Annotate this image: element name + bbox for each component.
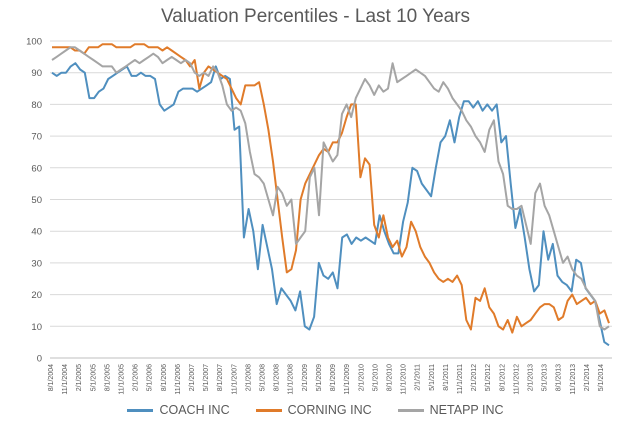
x-tick-label-26: 2/1/2011 xyxy=(415,364,422,391)
y-tick-label-90: 90 xyxy=(31,68,42,79)
x-tick-label-17: 11/1/2008 xyxy=(288,364,295,395)
y-tick-label-60: 60 xyxy=(31,163,42,174)
legend-label-netapp: NETAPP INC xyxy=(429,403,504,417)
y-tick-label-30: 30 xyxy=(31,258,42,269)
x-tick-label-14: 2/1/2008 xyxy=(245,364,252,391)
y-tick-label-50: 50 xyxy=(31,195,42,206)
x-tick-label-24: 8/1/2010 xyxy=(386,364,393,391)
x-tick-label-5: 11/1/2005 xyxy=(119,364,126,395)
x-tick-label-16: 8/1/2008 xyxy=(274,364,281,391)
x-tick-label-18: 2/1/2009 xyxy=(302,364,309,391)
x-tick-label-35: 5/1/2013 xyxy=(542,364,549,391)
y-tick-label-20: 20 xyxy=(31,290,42,301)
legend: COACH INC CORNING INC NETAPP INC xyxy=(0,403,631,417)
series-lines xyxy=(51,43,610,347)
gridlines xyxy=(50,40,612,359)
x-tick-label-19: 5/1/2009 xyxy=(316,364,323,391)
x-tick-label-33: 11/1/2012 xyxy=(513,364,520,395)
x-tick-label-20: 8/1/2009 xyxy=(330,364,337,391)
x-tick-label-0: 8/1/2004 xyxy=(48,364,55,391)
y-tick-label-40: 40 xyxy=(31,227,42,238)
y-tick-label-0: 0 xyxy=(37,354,42,365)
x-tick-label-10: 2/1/2007 xyxy=(189,364,196,391)
series-line-netapp-inc xyxy=(51,46,610,331)
y-tick-label-10: 10 xyxy=(31,322,42,333)
series-line-coach-inc xyxy=(51,62,610,347)
x-tick-label-25: 11/1/2010 xyxy=(401,364,408,395)
x-tick-label-36: 8/1/2013 xyxy=(556,364,563,391)
x-tick-label-2: 2/1/2005 xyxy=(76,364,83,391)
x-tick-label-29: 11/1/2011 xyxy=(457,364,464,394)
x-tick-label-1: 11/1/2004 xyxy=(62,364,69,395)
x-tick-label-15: 5/1/2008 xyxy=(260,364,267,391)
x-tick-label-37: 11/1/2013 xyxy=(570,364,577,395)
x-tick-label-32: 8/1/2012 xyxy=(499,364,506,391)
legend-swatch-corning xyxy=(255,408,282,412)
x-tick-label-6: 2/1/2006 xyxy=(133,364,140,391)
x-tick-label-39: 5/1/2014 xyxy=(598,364,605,391)
x-tick-label-34: 2/1/2013 xyxy=(527,364,534,391)
legend-item-coach: COACH INC xyxy=(127,403,230,417)
x-tick-label-21: 11/1/2009 xyxy=(344,364,351,395)
series-line-corning-inc xyxy=(52,43,610,334)
x-tick-label-13: 11/1/2007 xyxy=(231,364,238,395)
x-tick-label-23: 5/1/2010 xyxy=(372,364,379,391)
legend-item-corning: CORNING INC xyxy=(255,403,372,417)
x-tick-label-12: 8/1/2007 xyxy=(217,364,224,391)
legend-swatch-netapp xyxy=(397,408,424,412)
x-tick-label-11: 5/1/2007 xyxy=(203,364,210,391)
x-tick-label-4: 8/1/2005 xyxy=(104,364,111,391)
legend-label-coach: COACH INC xyxy=(159,403,230,417)
chart-title: Valuation Percentiles - Last 10 Years xyxy=(160,6,471,27)
y-tick-label-100: 100 xyxy=(26,37,42,48)
x-tick-label-9: 11/1/2006 xyxy=(175,364,182,395)
x-tick-label-3: 5/1/2005 xyxy=(90,364,97,391)
legend-swatch-coach xyxy=(127,408,154,412)
y-tick-label-80: 80 xyxy=(31,100,42,111)
y-axis: 0 10 20 30 40 50 60 70 80 90 100 xyxy=(26,37,42,365)
legend-label-corning: CORNING INC xyxy=(287,403,372,417)
legend-item-netapp: NETAPP INC xyxy=(397,403,504,417)
x-tick-label-8: 8/1/2006 xyxy=(161,364,168,391)
x-tick-label-28: 8/1/2011 xyxy=(443,364,450,391)
x-tick-label-30: 2/1/2012 xyxy=(471,364,478,391)
x-tick-label-31: 5/1/2012 xyxy=(485,364,492,391)
x-tick-label-7: 5/1/2006 xyxy=(147,364,154,391)
y-tick-label-70: 70 xyxy=(31,132,42,143)
x-tick-label-27: 5/1/2011 xyxy=(429,364,436,391)
x-tick-label-22: 2/1/2010 xyxy=(358,364,365,391)
x-axis: 8/1/2004 11/1/2004 2/1/2005 5/1/2005 8/1/200… xyxy=(48,364,605,395)
x-tick-label-38: 2/1/2014 xyxy=(584,364,591,391)
